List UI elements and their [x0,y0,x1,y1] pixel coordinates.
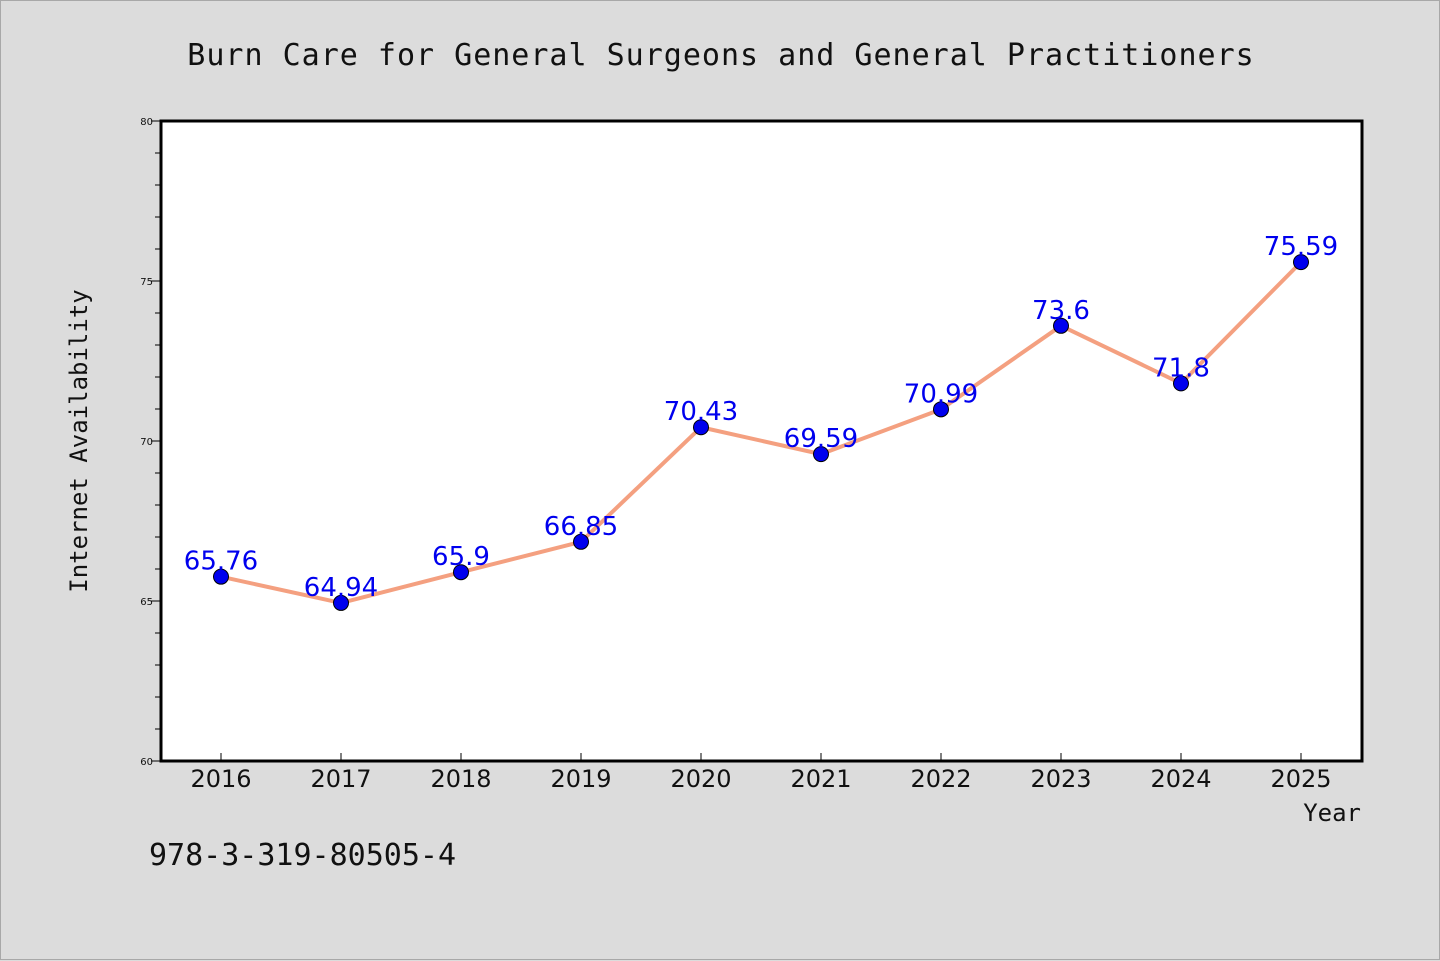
x-axis-label: Year [1303,799,1361,827]
y-tick-label: 70 [140,437,153,448]
x-tick-label: 2016 [190,765,251,793]
data-point [933,401,949,418]
isbn-annotation: 978-3-319-80505-4 [149,838,456,873]
y-tick-label: 60 [140,757,153,768]
y-tick-label: 75 [140,277,153,288]
y-axis-ticks: 60 65 70 75 80 [140,117,161,768]
x-tick-label: 2019 [550,765,611,793]
data-point [573,533,589,550]
data-point [1293,254,1309,271]
x-tick-label: 2018 [430,765,491,793]
data-label: 73.6 [1032,296,1090,326]
y-tick-label: 80 [140,117,153,128]
data-label: 66.85 [544,512,618,542]
chart-title: Burn Care for General Surgeons and Gener… [187,38,1254,73]
x-tick-label: 2023 [1030,765,1091,793]
data-label: 70.43 [664,397,738,427]
data-point [453,564,469,581]
x-tick-label: 2022 [910,765,971,793]
data-label: 70.99 [904,379,978,409]
data-point [693,419,709,436]
y-tick-label: 65 [140,597,153,608]
data-point [1173,375,1189,392]
data-point [1053,317,1069,334]
data-label: 71.8 [1152,353,1210,383]
x-tick-label: 2020 [670,765,731,793]
data-point [213,568,229,585]
x-tick-label: 2024 [1150,765,1211,793]
data-label: 65.9 [432,542,490,572]
x-tick-label: 2017 [310,765,371,793]
data-label: 64.94 [304,573,378,603]
data-label: 75.59 [1264,232,1338,262]
data-point [813,446,829,463]
x-axis-ticks: 2016 2017 2018 2019 2020 2021 2022 2023 2024 2025 [190,753,1332,793]
plot-frame [159,119,1364,763]
x-tick-label: 2021 [790,765,851,793]
data-label: 69.59 [784,424,858,454]
data-label: 65.76 [184,547,258,577]
y-axis-label: Internet Availability [65,289,93,592]
data-point [333,594,349,611]
x-tick-label: 2025 [1270,765,1331,793]
series-group: 65.76 64.94 65.9 66.85 70.43 69.59 70.99 73.6 71… [184,232,1338,611]
series-line [219,260,1303,605]
